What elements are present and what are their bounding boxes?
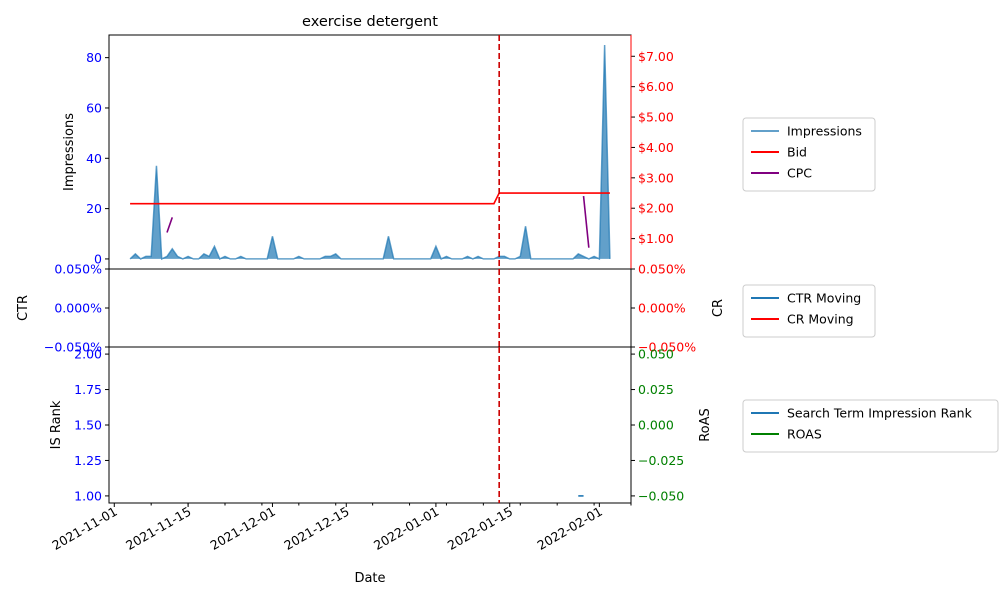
y-tick-label-left: 40 bbox=[86, 151, 102, 166]
impressions-line bbox=[129, 45, 611, 261]
legend-label-cr: CR Moving bbox=[787, 312, 854, 327]
y-tick-label-left: 2.00 bbox=[74, 347, 102, 362]
y-tick-label-left: 1.75 bbox=[74, 382, 102, 397]
y-tick-label-left: −0.050% bbox=[44, 340, 102, 355]
y-tick-label-right: 0.050 bbox=[638, 347, 674, 362]
y-tick-label-right: 0.000% bbox=[638, 301, 686, 316]
y-tick-label-left: 80 bbox=[86, 50, 102, 65]
legend-label-bid: Bid bbox=[787, 145, 807, 160]
y-tick-label-left: 60 bbox=[86, 100, 102, 115]
y-tick-label-left: 1.50 bbox=[74, 418, 102, 433]
y-tick-label-left: 1.25 bbox=[74, 453, 102, 468]
y-axis-label-left: IS Rank bbox=[49, 400, 64, 449]
legend-label-cpc: CPC bbox=[787, 166, 812, 181]
x-tick-label: 2021-12-15 bbox=[281, 504, 351, 553]
x-tick-label: 2022-02-01 bbox=[534, 504, 604, 553]
y-tick-label-right: $4.00 bbox=[638, 140, 674, 155]
cpc-line bbox=[166, 217, 174, 233]
impressions-area bbox=[130, 45, 610, 259]
y-tick-label-right: $5.00 bbox=[638, 110, 674, 125]
legend-label-rank: Search Term Impression Rank bbox=[787, 406, 973, 421]
y-tick-label-right: $1.00 bbox=[638, 231, 674, 246]
legend-box bbox=[742, 399, 999, 453]
y-axis-label-left: Impressions bbox=[62, 113, 77, 191]
y-tick-label-right: −0.050 bbox=[638, 488, 684, 503]
x-tick-label: 2022-01-15 bbox=[445, 504, 515, 553]
chart-title: exercise detergent bbox=[302, 14, 438, 30]
y-tick-label-right: $7.00 bbox=[638, 49, 674, 64]
y-tick-label-right: −0.050% bbox=[638, 340, 696, 355]
axes-frame-top bbox=[108, 34, 632, 270]
y-tick-label-left: 20 bbox=[86, 201, 102, 216]
y-tick-label-left: 0 bbox=[94, 251, 102, 266]
y-tick-label-right: 0.050% bbox=[638, 262, 686, 277]
y-tick-label-right: 0.025 bbox=[638, 382, 674, 397]
y-tick-label-right: $3.00 bbox=[638, 170, 674, 185]
y-tick-label-right: $2.00 bbox=[638, 201, 674, 216]
axes-frame-bottom bbox=[108, 346, 632, 504]
legend-label-roas: ROAS bbox=[787, 427, 822, 442]
legend-label-ctr: CTR Moving bbox=[787, 291, 861, 306]
y-tick-label-left: 1.00 bbox=[74, 488, 102, 503]
x-tick-label: 2021-12-01 bbox=[208, 504, 278, 553]
y-tick-label-right: $6.00 bbox=[638, 79, 674, 94]
legend-label-impressions: Impressions bbox=[787, 124, 862, 139]
y-tick-label-right: 0.000 bbox=[638, 418, 674, 433]
cpc-line bbox=[582, 195, 590, 248]
y-axis-label-left: CTR bbox=[16, 295, 31, 321]
y-axis-label-right: CR bbox=[711, 299, 726, 317]
axes-frame-middle bbox=[108, 268, 632, 348]
bid-line bbox=[130, 192, 610, 205]
y-axis-label-right: RoAS bbox=[698, 408, 713, 442]
y-tick-label-right: −0.025 bbox=[638, 453, 684, 468]
x-axis-label: Date bbox=[354, 571, 385, 586]
y-tick-label-left: 0.050% bbox=[54, 262, 102, 277]
x-tick-label: 2022-01-01 bbox=[371, 504, 441, 553]
x-tick-label: 2021-11-01 bbox=[49, 504, 119, 553]
x-tick-label: 2021-11-15 bbox=[123, 504, 193, 553]
y-tick-label-left: 0.000% bbox=[54, 301, 102, 316]
